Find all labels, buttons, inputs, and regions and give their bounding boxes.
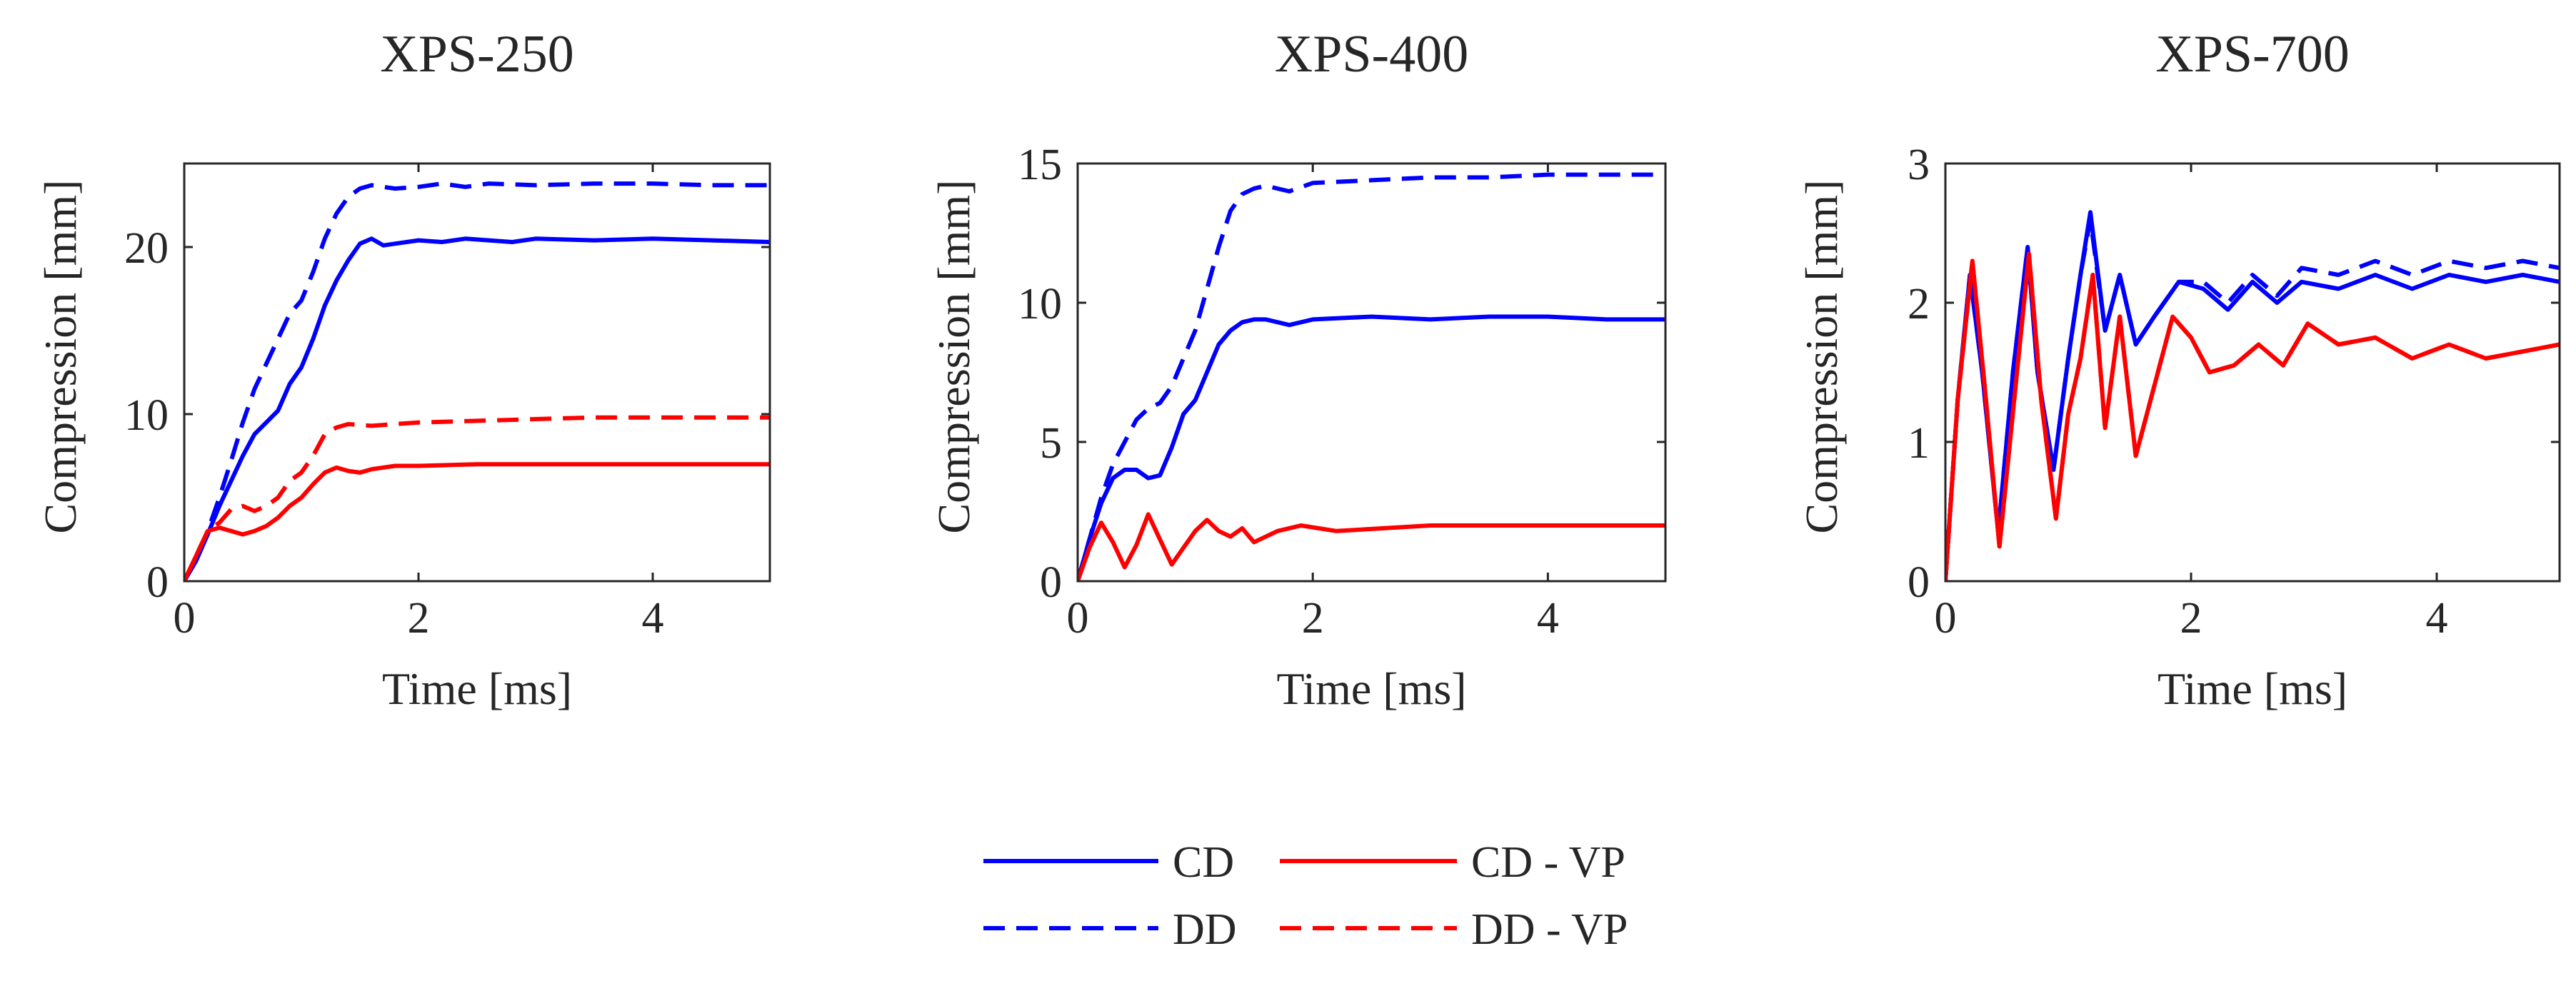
- x-tick-label: 2: [1302, 594, 1324, 643]
- y-tick-label: 2: [1908, 280, 1930, 328]
- subplot-3: 0 2 4 0 1 2 3 XPS-700 Time [ms] Compression [mm]: [1796, 25, 2561, 714]
- x-axis-label: Time [ms]: [1276, 663, 1466, 714]
- series-line-cd: [1078, 314, 1665, 581]
- legend-item-cd: CD: [983, 838, 1234, 887]
- y-tick-label: 0: [1040, 558, 1062, 607]
- y-axis-label: Compression [mm]: [928, 180, 979, 534]
- series-line-dd: [1945, 217, 2560, 581]
- panel-title: XPS-400: [1275, 25, 1468, 84]
- y-tick-label: 10: [1018, 280, 1062, 328]
- x-tick-label: 0: [174, 594, 196, 643]
- y-tick-label: 1: [1908, 419, 1930, 468]
- axes-box: [1944, 162, 2561, 583]
- x-tick-label: 0: [1067, 594, 1089, 643]
- subplot-2: 0 2 4 0 5 10 15 XPS-400 Time [ms] Compression [mm…: [928, 25, 1667, 714]
- x-tick-label: 4: [642, 594, 664, 643]
- x-axis-label: Time [ms]: [382, 663, 572, 714]
- y-tick-label: 3: [1908, 141, 1930, 189]
- axes-box: [183, 162, 771, 583]
- y-tick-label: 20: [124, 224, 169, 273]
- y-tick-label: 0: [146, 558, 169, 607]
- x-tick-label: 0: [1935, 594, 1957, 643]
- legend-label: DD - VP: [1471, 905, 1628, 954]
- panel-title: XPS-250: [380, 25, 573, 84]
- x-tick-label: 2: [408, 594, 430, 643]
- legend: CD CD - VP DD DD - VP: [983, 838, 1628, 954]
- y-tick-label: 0: [1908, 558, 1930, 607]
- series-line-dd-vp: [1945, 251, 2560, 581]
- series-line-dd: [184, 181, 770, 581]
- series-line-dd: [1078, 172, 1665, 581]
- series-group: [184, 181, 770, 581]
- y-axis-label: Compression [mm]: [1796, 180, 1847, 534]
- series-group: [1945, 210, 2560, 581]
- x-tick-label: 4: [2426, 594, 2448, 643]
- y-tick-label: 10: [124, 391, 169, 440]
- series-group: [1078, 172, 1665, 581]
- series-line-cd-vp: [184, 462, 770, 581]
- legend-label: DD: [1173, 905, 1237, 954]
- series-line-dd-vp: [184, 415, 770, 581]
- legend-item-dd: DD: [983, 905, 1237, 954]
- subplot-1: 0 2 4 0 10 20 XPS-250 Time [ms] Compression [mm]: [35, 25, 771, 714]
- x-axis-label: Time [ms]: [2157, 663, 2347, 714]
- series-line-cd-vp: [1078, 512, 1665, 581]
- legend-item-dd-vp: DD - VP: [1280, 905, 1628, 954]
- y-tick-label: 5: [1040, 419, 1062, 468]
- panel-title: XPS-700: [2155, 25, 2349, 84]
- x-tick-label: 4: [1537, 594, 1559, 643]
- axes-box: [1076, 162, 1667, 583]
- legend-label: CD: [1173, 838, 1234, 887]
- legend-item-cd-vp: CD - VP: [1280, 838, 1625, 887]
- x-tick-label: 2: [2180, 594, 2202, 643]
- y-tick-label: 15: [1018, 141, 1062, 189]
- y-axis-label: Compression [mm]: [35, 180, 86, 534]
- series-line-cd: [184, 236, 770, 581]
- legend-label: CD - VP: [1471, 838, 1625, 887]
